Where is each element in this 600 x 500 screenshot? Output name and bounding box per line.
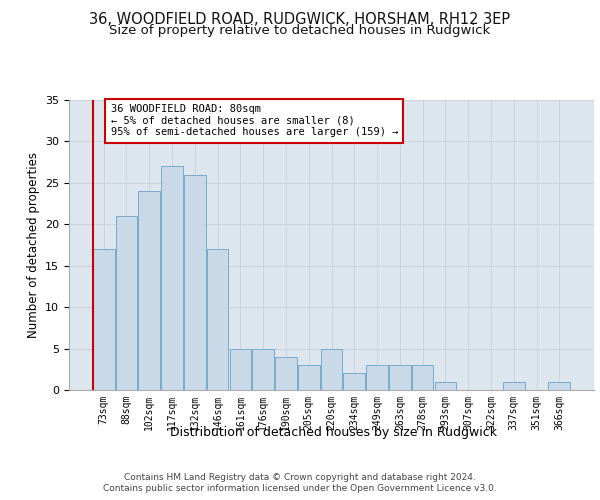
Text: Contains public sector information licensed under the Open Government Licence v3: Contains public sector information licen… <box>103 484 497 493</box>
Text: Size of property relative to detached houses in Rudgwick: Size of property relative to detached ho… <box>109 24 491 37</box>
Bar <box>320 348 343 390</box>
Y-axis label: Number of detached properties: Number of detached properties <box>26 152 40 338</box>
Bar <box>275 357 297 390</box>
Bar <box>412 365 433 390</box>
Text: 36, WOODFIELD ROAD, RUDGWICK, HORSHAM, RH12 3EP: 36, WOODFIELD ROAD, RUDGWICK, HORSHAM, R… <box>89 12 511 28</box>
Bar <box>343 374 365 390</box>
Bar <box>116 216 137 390</box>
Bar <box>93 249 115 390</box>
Bar <box>161 166 183 390</box>
Text: Contains HM Land Registry data © Crown copyright and database right 2024.: Contains HM Land Registry data © Crown c… <box>124 472 476 482</box>
Bar <box>184 174 206 390</box>
Text: Distribution of detached houses by size in Rudgwick: Distribution of detached houses by size … <box>170 426 497 439</box>
Bar <box>503 382 524 390</box>
Text: 36 WOODFIELD ROAD: 80sqm
← 5% of detached houses are smaller (8)
95% of semi-det: 36 WOODFIELD ROAD: 80sqm ← 5% of detache… <box>110 104 398 138</box>
Bar <box>434 382 456 390</box>
Bar <box>230 348 251 390</box>
Bar <box>366 365 388 390</box>
Bar <box>548 382 570 390</box>
Bar <box>253 348 274 390</box>
Bar <box>139 191 160 390</box>
Bar <box>207 249 229 390</box>
Bar <box>298 365 320 390</box>
Bar <box>389 365 410 390</box>
